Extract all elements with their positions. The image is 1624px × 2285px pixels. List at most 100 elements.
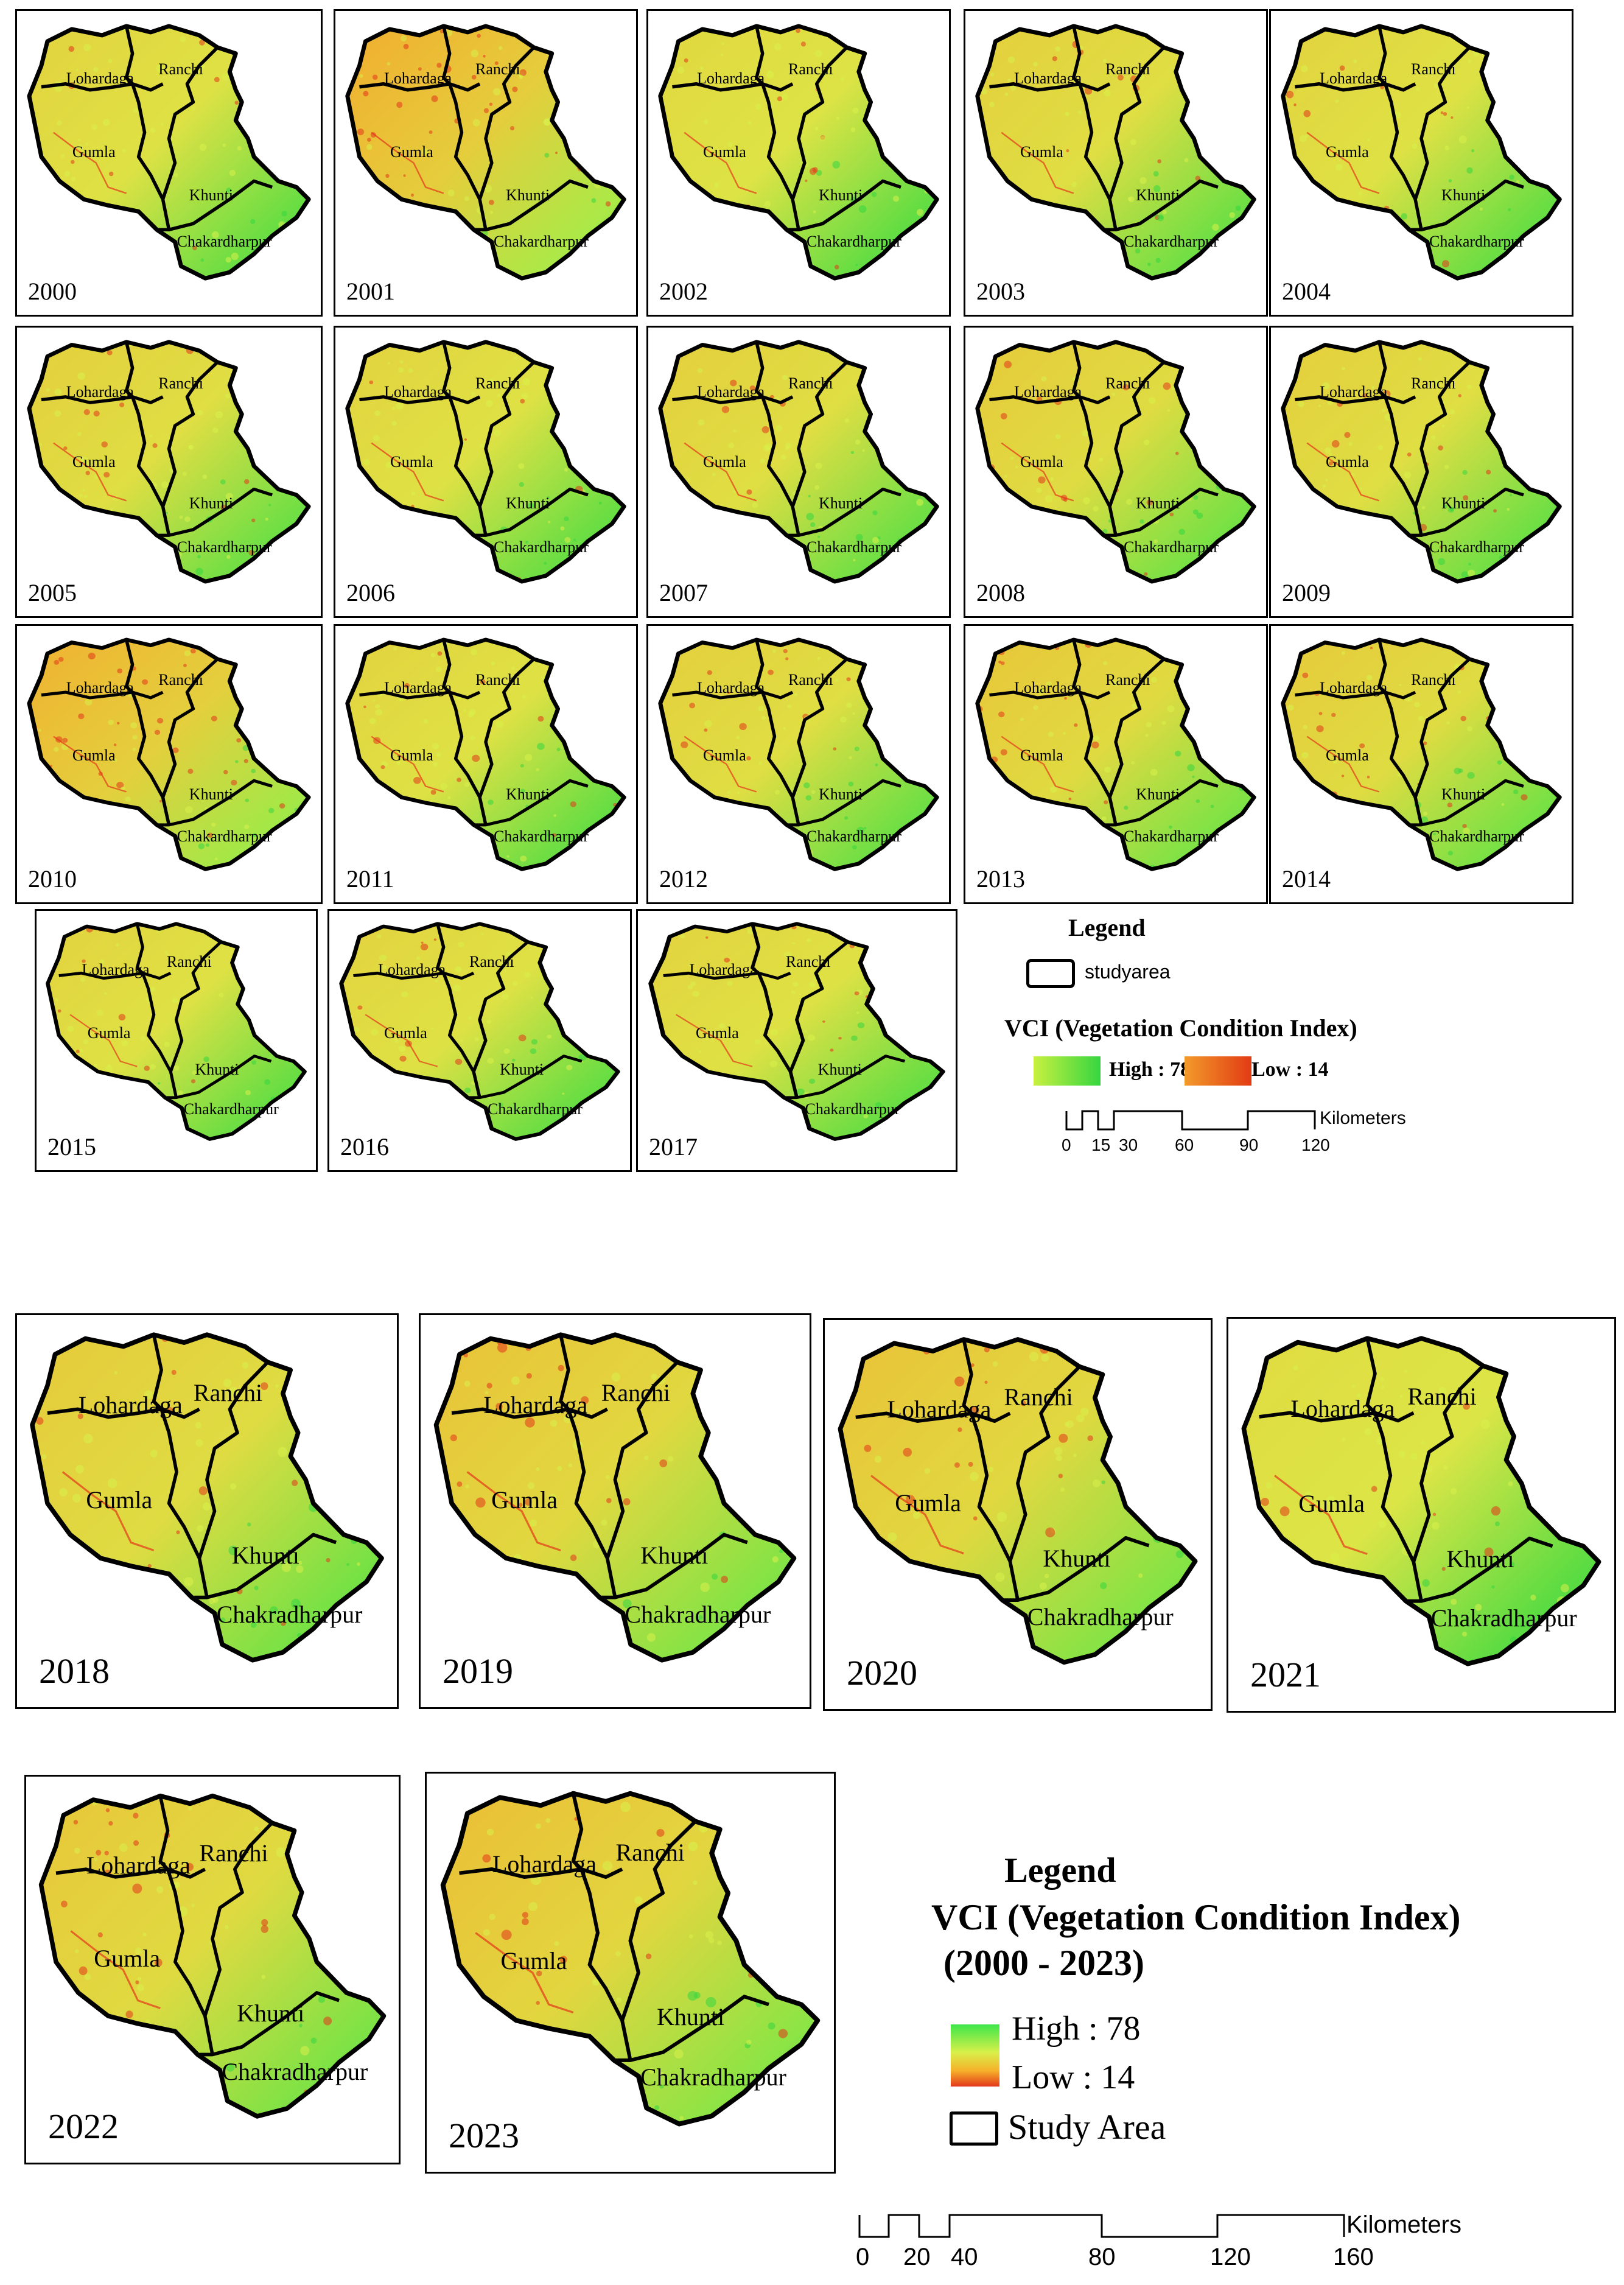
district-label-gumla: Gumla (500, 1946, 567, 1974)
district-label-ranchi: Ranchi (1105, 670, 1150, 689)
district-label-khunti: Khunti (817, 1061, 862, 1079)
map-panel-2020: Lohardaga Ranchi Gumla Khunti Chakradharpur 2… (823, 1318, 1213, 1711)
scale-tick-4: 90 (1239, 1135, 1259, 1154)
district-label-ranchi: Ranchi (166, 953, 212, 971)
scale-tick-3: 60 (1175, 1135, 1194, 1154)
vci-map-2009 (1281, 340, 1562, 584)
district-label-ranchi: Ranchi (615, 1838, 685, 1866)
district-label-ranchi: Ranchi (785, 953, 831, 971)
study-area-outline (1281, 340, 1562, 584)
district-label-gumla: Gumla (94, 1945, 161, 1973)
map-panel-2010: Lohardaga Ranchi Gumla Khunti Chakardharpur 2… (15, 624, 323, 904)
district-label-khunti: Khunti (819, 186, 863, 204)
district-label-khunti: Khunti (189, 785, 234, 804)
district-label-khunti: Khunti (1441, 186, 1486, 204)
district-label-lohardaga: Lohardaga (697, 69, 765, 87)
district-label-gumla: Gumla (86, 1486, 153, 1514)
district-label-khunti: Khunti (1446, 1545, 1514, 1573)
study-area-outline (975, 637, 1256, 871)
year-label-2000: 2000 (28, 278, 77, 305)
district-label-chakradharpur: Chakradharpur (1430, 1604, 1577, 1632)
year-label-2010: 2010 (28, 865, 77, 893)
district-label-khunti: Khunti (819, 494, 863, 512)
legend-top-vci-title: VCI (Vegetation Condition Index) (1004, 1014, 1357, 1042)
district-label-ranchi: Ranchi (193, 1379, 263, 1406)
scale-tick-1: 15 (1091, 1135, 1111, 1154)
district-label-khunti: Khunti (500, 1061, 544, 1079)
year-label-2011: 2011 (346, 865, 394, 893)
year-label-2006: 2006 (346, 579, 395, 606)
district-label-lohardaga: Lohardaga (384, 383, 452, 401)
district-label-gumla: Gumla (703, 143, 746, 161)
district-label-ranchi: Ranchi (469, 953, 514, 971)
vci-map-2019 (433, 1332, 797, 1663)
district-label-gumla: Gumla (87, 1023, 131, 1042)
legend-bottom-ramp (951, 2024, 999, 2087)
vci-map-2014 (1281, 637, 1562, 871)
year-label-2020: 2020 (847, 1653, 917, 1693)
vci-map-2017 (648, 922, 945, 1141)
district-label-khunti: Khunti (1043, 1544, 1111, 1572)
legend-bottom: Legend VCI (Vegetation Condition Index) … (852, 1839, 1613, 2277)
map-panel-2022: Lohardaga Ranchi Gumla Khunti Chakradharpur 2… (24, 1775, 401, 2164)
legend-top-scalebar (1065, 1110, 1316, 1131)
district-label-ranchi: Ranchi (1411, 670, 1456, 689)
scale-tick-5: 120 (1301, 1135, 1330, 1154)
map-panel-2023: Lohardaga Ranchi Gumla Khunti Chakradharpur 2… (425, 1772, 836, 2174)
legend-bottom-scalebar (858, 2214, 1345, 2238)
district-label-khunti: Khunti (640, 1541, 709, 1569)
district-label-ranchi: Ranchi (1411, 60, 1456, 78)
map-panel-2015: Lohardaga Ranchi Gumla Khunti Chakardharpur 2… (35, 909, 318, 1172)
district-label-lohardaga: Lohardaga (1320, 383, 1388, 401)
vci-map-2006 (345, 340, 626, 584)
district-label-lohardaga: Lohardaga (1320, 69, 1388, 87)
vci-map-2008 (975, 340, 1256, 584)
district-label-chakardharpur: Chakardharpur (177, 827, 272, 846)
study-area-outline (345, 340, 626, 584)
district-label-chakardharpur: Chakardharpur (1124, 538, 1219, 556)
legend-top-study-label: studyarea (1085, 961, 1171, 983)
legend-top: Legend studyarea VCI (Vegetation Conditi… (1004, 907, 1613, 1163)
scale-bottom-tick-4: 120 (1210, 2244, 1251, 2270)
year-label-2001: 2001 (346, 278, 395, 305)
scale-bottom-tick-5: 160 (1333, 2244, 1374, 2270)
map-panel-2018: Lohardaga Ranchi Gumla Khunti Chakradharpur 2… (15, 1313, 399, 1709)
map-panel-2017: Lohardaga Ranchi Gumla Khunti Chakardharpur 2… (636, 909, 957, 1172)
district-label-ranchi: Ranchi (158, 670, 203, 689)
district-label-khunti: Khunti (819, 785, 863, 804)
study-area-outline (975, 24, 1256, 281)
study-area-outline (27, 637, 311, 871)
legend-bottom-study-symbol (950, 2111, 998, 2146)
year-label-2023: 2023 (449, 2116, 519, 2155)
district-label-chakardharpur: Chakardharpur (177, 232, 272, 250)
scale-unit: Kilometers (1320, 1108, 1406, 1128)
district-label-lohardaga: Lohardaga (689, 961, 757, 979)
district-label-lohardaga: Lohardaga (1014, 69, 1082, 87)
district-label-lohardaga: Lohardaga (384, 69, 452, 87)
district-label-lohardaga: Lohardaga (697, 679, 765, 697)
vci-map-2003 (975, 24, 1256, 281)
vci-map-2010 (27, 637, 311, 871)
year-label-2015: 2015 (47, 1133, 96, 1160)
map-panel-2007: Lohardaga Ranchi Gumla Khunti Chakardharpur 2… (646, 326, 951, 618)
scale-bottom-tick-0: 0 (856, 2244, 870, 2270)
study-area-outline (440, 1791, 821, 2127)
district-label-khunti: Khunti (657, 2003, 725, 2031)
vci-map-2016 (339, 922, 620, 1141)
legend-top-high-label: High : 78 (1109, 1058, 1191, 1081)
year-label-2022: 2022 (48, 2107, 119, 2146)
district-label-lohardaga: Lohardaga (1320, 679, 1388, 697)
legend-bottom-study-label: Study Area (1008, 2107, 1166, 2147)
district-label-lohardaga: Lohardaga (378, 961, 446, 979)
district-label-khunti: Khunti (189, 186, 234, 204)
vci-map-2001 (345, 24, 626, 281)
district-label-gumla: Gumla (1326, 143, 1369, 161)
vci-map-2023 (440, 1791, 821, 2127)
district-label-lohardaga: Lohardaga (697, 383, 765, 401)
year-label-2004: 2004 (1282, 278, 1331, 305)
study-area-symbol (1026, 959, 1075, 988)
district-label-ranchi: Ranchi (475, 670, 520, 689)
study-area-outline (46, 922, 307, 1141)
district-label-gumla: Gumla (703, 746, 746, 764)
scale-bottom-unit: Kilometers (1346, 2211, 1461, 2238)
